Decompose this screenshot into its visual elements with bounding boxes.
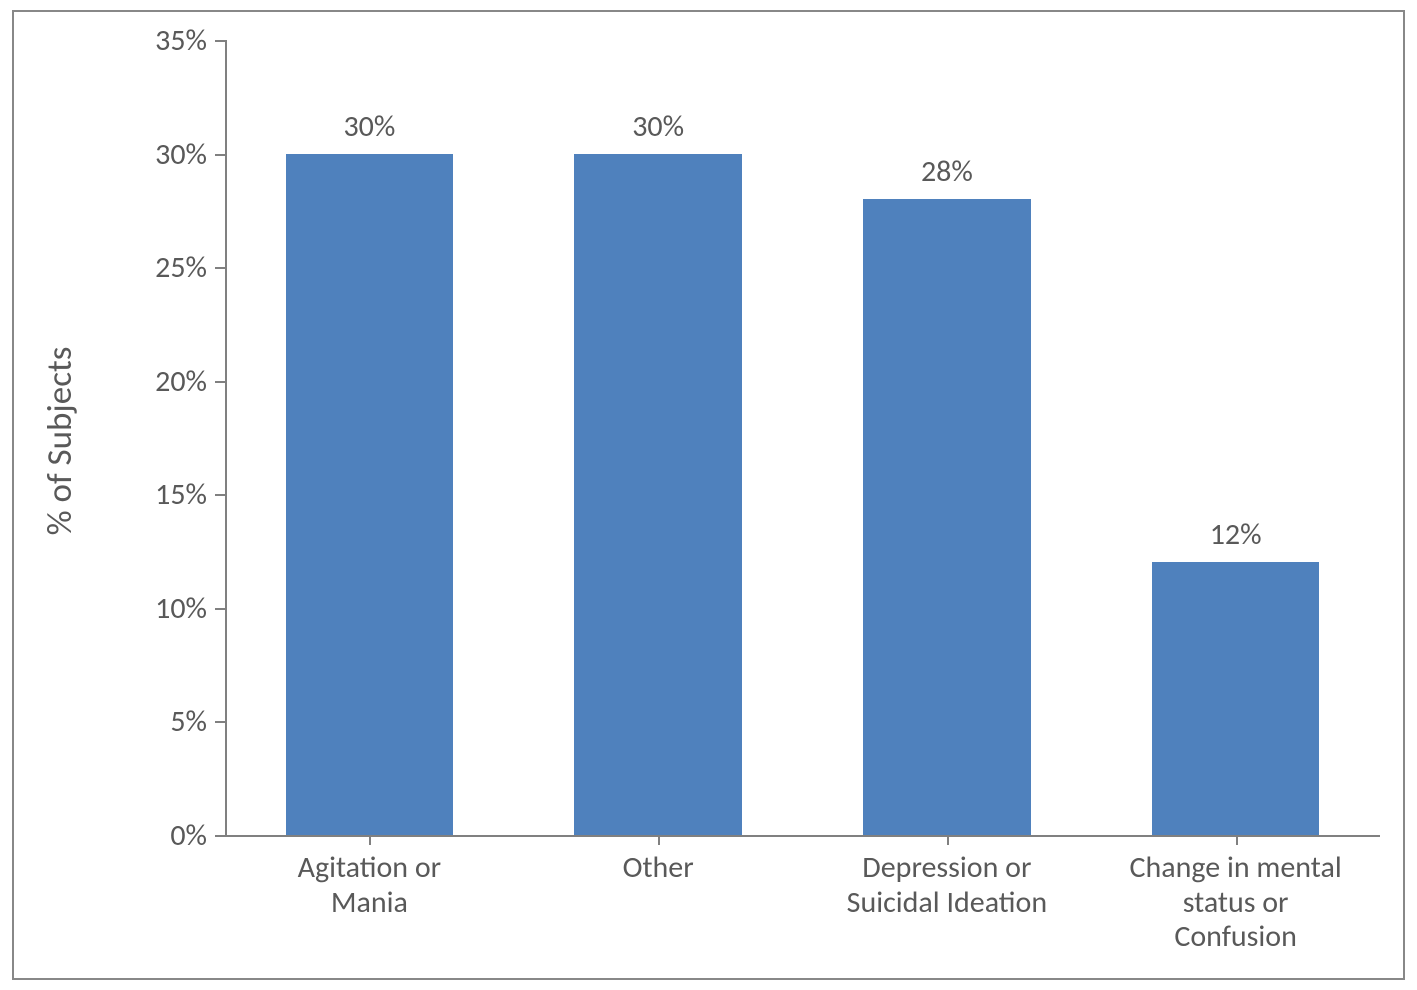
x-tick-label: Other <box>514 851 803 886</box>
bar-value-label: 28% <box>803 153 1092 190</box>
y-tick-label: 30% <box>87 136 207 173</box>
y-tick-mark <box>215 40 225 42</box>
x-tick-mark <box>1236 835 1238 845</box>
y-tick-mark <box>215 835 225 837</box>
y-tick-label: 20% <box>87 363 207 400</box>
y-tick-label: 15% <box>87 476 207 513</box>
y-tick-label: 35% <box>87 22 207 59</box>
bar-value-label: 12% <box>1091 516 1380 553</box>
y-tick-label: 25% <box>87 249 207 286</box>
x-tick-mark <box>369 835 371 845</box>
x-tick-label: Depression orSuicidal Ideation <box>803 851 1092 920</box>
y-tick-mark <box>215 494 225 496</box>
y-tick-mark <box>215 154 225 156</box>
y-tick-label: 5% <box>87 703 207 740</box>
y-tick-label: 10% <box>87 590 207 627</box>
x-tick-mark <box>947 835 949 845</box>
bar <box>1152 562 1319 835</box>
y-tick-label: 0% <box>87 817 207 854</box>
x-axis-line <box>225 835 1380 837</box>
y-tick-mark <box>215 267 225 269</box>
bar <box>574 154 741 835</box>
y-axis-title: % of Subjects <box>39 241 81 641</box>
x-tick-label: Agitation orMania <box>225 851 514 920</box>
bar <box>286 154 453 835</box>
y-tick-mark <box>215 608 225 610</box>
bar-value-label: 30% <box>225 108 514 145</box>
y-axis-line <box>225 40 227 835</box>
y-tick-mark <box>215 721 225 723</box>
x-tick-label: Change in mentalstatus orConfusion <box>1091 851 1380 955</box>
y-tick-mark <box>215 381 225 383</box>
bar-value-label: 30% <box>514 108 803 145</box>
x-tick-mark <box>658 835 660 845</box>
bar <box>863 199 1030 835</box>
